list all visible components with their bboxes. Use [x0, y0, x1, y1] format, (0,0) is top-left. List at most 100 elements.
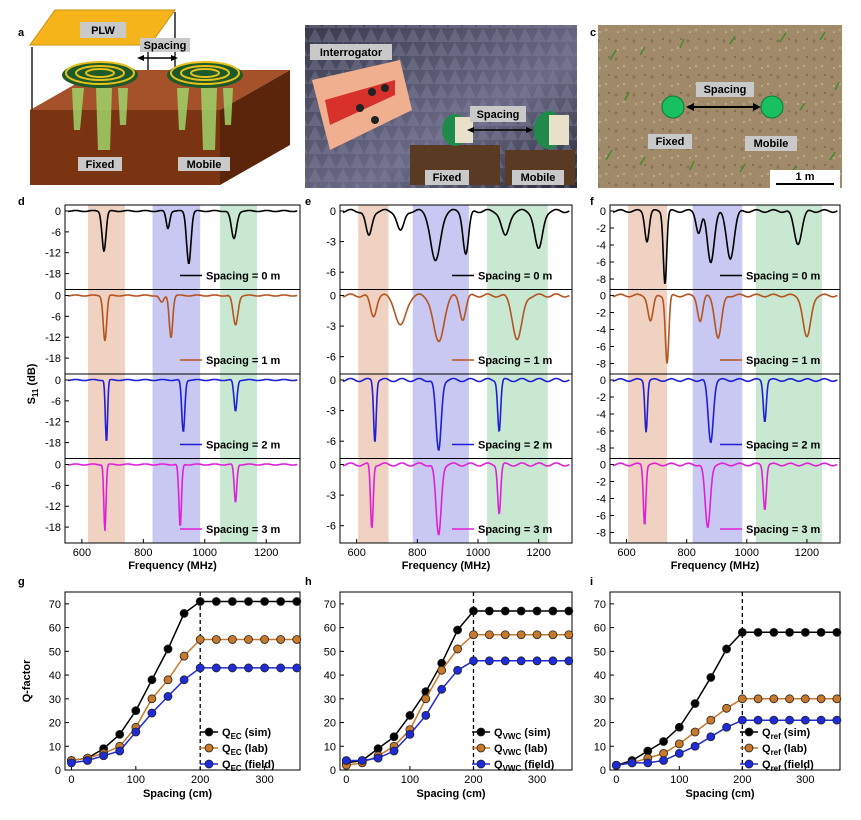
- x-tick-label: 0: [68, 774, 74, 786]
- y-tick-label: -6: [596, 426, 606, 438]
- q-point-field: [548, 656, 558, 666]
- q-point-field: [115, 746, 125, 756]
- q-legend-marker: [744, 727, 754, 737]
- y-tick-label: 0: [55, 460, 61, 472]
- x-tick-label: 600: [617, 547, 635, 559]
- x-tick-label: 300: [255, 774, 273, 786]
- s11-frame: [339, 204, 573, 544]
- q-point-sim: [389, 732, 399, 742]
- q-point-field: [659, 756, 668, 765]
- y-tick-label: 50: [324, 646, 336, 658]
- y-tick-label: -18: [45, 269, 61, 281]
- q-point-lab: [548, 630, 558, 640]
- q-point-sim: [163, 644, 173, 654]
- y-tick-label: -6: [51, 227, 61, 239]
- q-point-field: [373, 753, 383, 763]
- q-point-lab: [276, 635, 286, 644]
- q-point-field: [832, 715, 842, 725]
- panel-b-photo: b Interrogator: [305, 25, 577, 188]
- q-point-sim: [800, 627, 810, 637]
- q-point-lab: [722, 703, 731, 713]
- y-tick-label: -8: [596, 274, 606, 286]
- q-point-lab: [163, 675, 173, 685]
- y-tick-label: -6: [326, 352, 336, 364]
- spacing-label-c: Spacing: [704, 84, 747, 96]
- s11-curve: [612, 208, 838, 285]
- q-point-sim: [785, 627, 794, 637]
- q-point-lab: [674, 739, 684, 749]
- y-tick-label: 40: [594, 670, 606, 682]
- y-tick-label: -12: [45, 501, 61, 513]
- q-point-field: [674, 748, 684, 758]
- panel-label-i: i: [590, 576, 593, 588]
- q-point-lab: [785, 694, 794, 704]
- x-tick-label: 800: [134, 547, 152, 559]
- q-panel-0: 0 10 20 30 40 50 60 70 0 100 200 300 Spacing (cm) QEC…: [49, 591, 302, 800]
- y-tick-label: 0: [55, 765, 61, 777]
- y-tick-label: -3: [326, 406, 336, 418]
- y-tick-label: 0: [330, 375, 336, 387]
- q-point-field: [816, 715, 826, 725]
- x-tick-label: 200: [464, 774, 482, 786]
- y-tick-label: 70: [324, 599, 336, 611]
- q-legend-marker: [476, 727, 486, 737]
- fixed-label-b: Fixed: [433, 172, 462, 184]
- q-legend-marker: [744, 743, 754, 753]
- q-point-sim: [179, 608, 189, 618]
- x-tick-label: 100: [670, 774, 688, 786]
- x-tick-label: 600: [73, 547, 91, 559]
- s11-curve: [67, 378, 298, 442]
- y-tick-label: -18: [45, 438, 61, 450]
- q-point-field: [484, 656, 494, 666]
- q-panel-2: 0 10 20 30 40 50 60 70 0 100 200 300 Spacing (cm) Qre…: [594, 591, 842, 800]
- spacing-legend-label: Spacing = 0 m: [478, 271, 552, 283]
- q-point-field: [211, 663, 221, 673]
- q-point-sim: [690, 699, 700, 708]
- q-legend-label: Qref (lab): [762, 743, 807, 757]
- q-point-sim: [260, 597, 269, 606]
- q-point-sim: [500, 606, 510, 616]
- q-xlabel: Spacing (cm): [416, 788, 485, 800]
- spacing-label-b: Spacing: [477, 109, 520, 121]
- q-point-field: [690, 741, 700, 751]
- q-point-lab: [421, 694, 431, 704]
- y-tick-label: -18: [45, 522, 61, 534]
- q-legend-label: QEC (field): [222, 759, 275, 773]
- y-tick-label: -18: [45, 353, 61, 365]
- y-tick-label: 0: [55, 375, 61, 387]
- x-tick-label: 800: [408, 547, 426, 559]
- y-tick-label: 0: [330, 291, 336, 303]
- q-legend-marker: [476, 743, 486, 753]
- s11-curve: [612, 377, 838, 444]
- q-point-lab: [147, 694, 157, 704]
- spacing-legend-label: Spacing = 3 m: [746, 524, 820, 536]
- q-legend-marker: [204, 727, 214, 737]
- panel-c-photo: c Spacing Fixed Mobile 1: [590, 25, 842, 188]
- y-tick-label: -4: [596, 409, 606, 421]
- q-point-sim: [832, 627, 842, 637]
- q-point-lab: [532, 630, 542, 640]
- q-point-lab: [260, 635, 269, 644]
- q-point-sim: [659, 737, 668, 746]
- q-frame: [339, 591, 573, 771]
- spacing-legend-label: Spacing = 3 m: [206, 524, 280, 536]
- q-point-field: [276, 663, 286, 673]
- q-point-field: [611, 760, 621, 770]
- q-point-sim: [737, 627, 747, 637]
- y-tick-label: -6: [51, 311, 61, 323]
- q-point-field: [292, 663, 302, 673]
- spacing-legend-label: Spacing = 0 m: [746, 271, 820, 283]
- q-point-field: [469, 656, 478, 666]
- q-point-sim: [753, 627, 763, 637]
- y-tick-label: 20: [594, 718, 606, 730]
- q-point-lab: [244, 635, 253, 644]
- q-legend-marker: [204, 743, 214, 753]
- q-point-sim: [769, 627, 779, 637]
- x-tick-label: 1200: [526, 547, 550, 559]
- q-point-sim: [564, 606, 574, 616]
- q-legend-label: Qref (sim): [762, 727, 810, 741]
- q-point-sim: [227, 597, 237, 606]
- s11-xlabel: Frequency (MHz): [671, 560, 760, 572]
- s11-curve: [612, 293, 838, 364]
- q-point-lab: [706, 715, 716, 725]
